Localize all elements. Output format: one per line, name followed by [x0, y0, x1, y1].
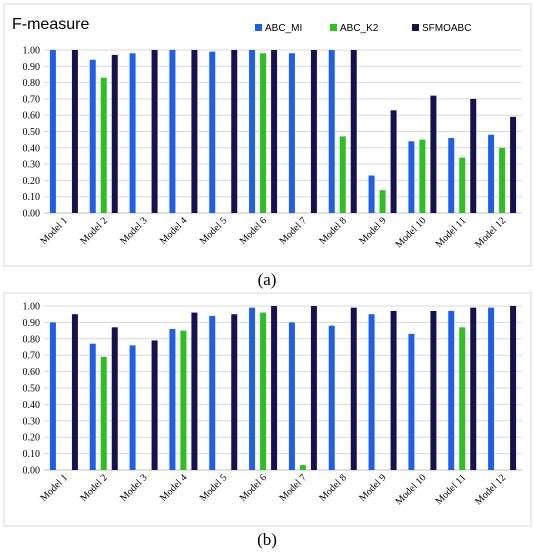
chart-b-bar-sfmoabc [310, 306, 317, 470]
chart-b-bar-abc_mi [249, 307, 256, 470]
chart-a-bar-sfmoabc [231, 50, 238, 213]
chart-b-bar-abc_mi [328, 325, 335, 470]
legend-label-abc_k2: ABC_K2 [340, 23, 379, 34]
chart-b-ytick-label: 0.50 [23, 384, 41, 395]
chart-b-bar-abc_mi [169, 328, 176, 470]
chart-a-bar-abc_mi [89, 59, 96, 213]
chart-a-bar-sfmoabc [191, 50, 198, 213]
chart-b-bar-sfmoabc [151, 340, 158, 470]
chart-a-bar-sfmoabc [111, 54, 118, 213]
chart-a-bar-abc_mi [169, 50, 176, 213]
chart-a-bar-sfmoabc [271, 50, 278, 213]
chart-b-bar-sfmoabc [510, 306, 517, 470]
chart-b-ytick-label: 0.70 [23, 351, 41, 362]
chart-b-bar-abc_k2 [299, 465, 306, 470]
chart-b-ytick-label: 0.60 [23, 367, 41, 378]
chart-b-bar-sfmoabc [470, 307, 477, 470]
chart-a-bar-sfmoabc [470, 98, 477, 213]
chart-b-bar-abc_k2 [100, 356, 107, 470]
chart-a-bar-sfmoabc [350, 50, 357, 213]
chart-b-ytick-label: 1.00 [23, 302, 41, 313]
chart-b-ytick-label: 0.20 [23, 433, 41, 444]
legend-swatch-abc_k2 [330, 24, 337, 31]
chart-a-bar-abc_mi [328, 50, 335, 213]
chart-b-bar-abc_k2 [180, 330, 187, 470]
chart-a-bar-abc_k2 [260, 53, 267, 214]
chart-b-bar-abc_mi [488, 307, 495, 470]
chart-b-bar-sfmoabc [390, 310, 397, 470]
chart-a-bar-abc_k2 [100, 77, 107, 214]
chart-a-ytick-label: 0.80 [23, 78, 41, 89]
chart-a-bar-abc_mi [408, 141, 415, 213]
legend-label-abc_mi: ABC_MI [265, 23, 302, 34]
chart-a-bar-sfmoabc [430, 95, 437, 213]
chart-a-legend: ABC_MI ABC_K2 SFMOABC [255, 23, 471, 34]
chart-b-bar-sfmoabc [191, 312, 198, 470]
chart-a-ytick-label: 0.90 [23, 62, 41, 73]
chart-b-bar-sfmoabc [271, 306, 278, 470]
chart-b-bar-abc_mi [408, 333, 415, 470]
chart-b-ytick-label: 0.90 [23, 318, 41, 329]
chart-a-bar-sfmoabc [310, 50, 317, 213]
chart-a-ytick-label: 0.40 [23, 143, 41, 154]
chart-a-bar-sfmoabc [71, 50, 78, 213]
chart-b-ytick-label: 0.10 [23, 449, 41, 460]
legend-swatch-sfmoabc [412, 24, 419, 31]
chart-b-bar-abc_k2 [260, 312, 267, 470]
chart-a-bar-abc_mi [209, 51, 216, 213]
chart-b-bar-abc_mi [209, 315, 216, 470]
chart-a-ytick-label: 0.60 [23, 111, 41, 122]
chart-a-bar-sfmoabc [390, 110, 397, 213]
chart-b-bar-abc_mi [448, 310, 455, 470]
chart-b-bar-abc_mi [49, 322, 56, 470]
chart-a-bar-sfmoabc [151, 50, 158, 213]
chart-a-bar-sfmoabc [510, 116, 517, 213]
chart-a-ytick-label: 0.30 [23, 160, 41, 171]
chart-a-bar-abc_k2 [379, 190, 386, 213]
chart-a-caption: (a) [258, 270, 277, 289]
chart-a-title: F-measure [12, 16, 89, 33]
chart-b-ytick-label: 0.40 [23, 400, 41, 411]
chart-a-bar-abc_mi [249, 50, 256, 213]
chart-a-ytick-label: 0.20 [23, 176, 41, 187]
chart-b-bar-abc_mi [368, 314, 375, 470]
chart-a-bar-abc_mi [288, 53, 295, 214]
chart-b-ytick-label: 0.30 [23, 416, 41, 427]
chart-b-bar-sfmoabc [430, 310, 437, 470]
legend-label-sfmoabc: SFMOABC [422, 23, 471, 34]
chart-a-ytick-label: 0.70 [23, 94, 41, 105]
chart-a-bar-abc_mi [129, 53, 136, 214]
chart-a-bar-abc_mi [488, 134, 495, 213]
chart-b-bar-abc_mi [89, 343, 96, 470]
chart-a-bar-abc_k2 [459, 157, 466, 213]
chart-b-bar-sfmoabc [231, 314, 238, 470]
legend-swatch-abc_mi [255, 24, 262, 31]
chart-a-bar-abc_mi [368, 175, 375, 213]
chart-a-ytick-label: 0.50 [23, 127, 41, 138]
chart-b-bar-abc_mi [129, 345, 136, 470]
chart-a-ytick-label: 1.00 [23, 46, 41, 57]
chart-b-bar-abc_mi [288, 322, 295, 470]
chart-a-bar-abc_k2 [499, 147, 506, 213]
chart-b-bar-abc_k2 [459, 327, 466, 470]
chart-a-bar-abc_k2 [339, 136, 346, 213]
chart-b-ytick-label: 0.00 [23, 466, 41, 477]
chart-a-ytick-label: 0.10 [23, 192, 41, 203]
chart-a-bar-abc_mi [448, 138, 455, 213]
chart-b-caption: (b) [257, 530, 277, 549]
chart-a-bar-abc_mi [49, 50, 56, 213]
chart-a: 0.00 0.10 0.20 0.30 0.40 0.50 0.60 0.70 0.80 0.90… [23, 46, 522, 250]
chart-a-ytick-label: 0.00 [23, 209, 41, 220]
chart-a-bar-abc_k2 [419, 139, 426, 213]
chart-b-bar-sfmoabc [350, 307, 357, 470]
chart-b-bar-sfmoabc [111, 327, 118, 470]
chart-b-bar-sfmoabc [71, 314, 78, 470]
chart-b-ytick-label: 0.80 [23, 334, 41, 345]
